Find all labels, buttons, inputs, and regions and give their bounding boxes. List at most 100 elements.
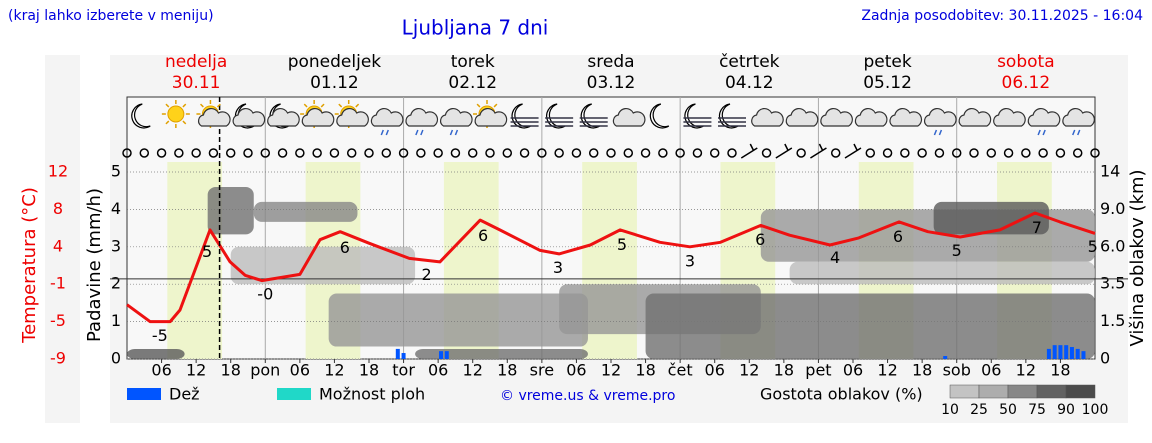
y-tick-label: 4: [111, 199, 121, 218]
fog: [510, 117, 539, 127]
moon: [649, 103, 670, 129]
weather-icon: [473, 100, 508, 128]
y-tick-label: 0: [111, 349, 121, 368]
moon: [131, 103, 151, 129]
density-tick-label: 90: [1057, 402, 1075, 418]
day-name: ponedeljek: [288, 52, 382, 72]
cloud: [267, 107, 300, 127]
density-title: Gostota oblakov (%): [760, 385, 923, 404]
legend-swatch: [277, 388, 311, 400]
weather-icon: [370, 107, 404, 136]
rain: [415, 129, 424, 136]
x-tick-label: pon: [250, 361, 280, 380]
wind-calm: [1090, 148, 1100, 158]
weather-icon: [300, 100, 335, 128]
day-date: 02.12: [448, 73, 497, 93]
temp-label: 4: [830, 248, 840, 267]
y2-tick-label: 9.0: [1100, 199, 1125, 218]
wind-calm: [934, 148, 945, 158]
weather-icon: [612, 107, 646, 127]
day-name: sreda: [587, 52, 634, 72]
day-date: 04.12: [725, 73, 774, 93]
rain-bar: [439, 351, 444, 359]
weather-icon: [683, 103, 712, 129]
wind-calm: [191, 148, 201, 158]
temp-label: 5: [952, 241, 962, 260]
sun-ray: [320, 103, 325, 108]
x-tick-label: sob: [943, 361, 971, 380]
sun-ray: [216, 103, 221, 108]
chart-title: Ljubljana 7 dni: [402, 16, 549, 40]
wind-calm: [225, 148, 236, 158]
rain-bar: [401, 353, 406, 359]
rain-bar: [1052, 345, 1057, 359]
x-tick-label: 06: [843, 361, 863, 380]
wind-calm: [882, 148, 893, 158]
rain-bar: [1075, 348, 1080, 359]
density-swatch: [1036, 384, 1067, 399]
wind-calm: [709, 148, 720, 158]
wind-calm: [450, 148, 461, 158]
x-tick-label: 12: [877, 361, 897, 380]
x-tick-label: 12: [1016, 361, 1036, 380]
temp-tick-label: -5: [50, 311, 66, 330]
rain-bar: [1069, 347, 1074, 359]
wind-calm: [364, 148, 374, 158]
rain-bar: [943, 356, 948, 359]
density-swatch: [949, 384, 980, 399]
day-date: 06.12: [1002, 73, 1051, 93]
wind-calm: [588, 148, 599, 158]
wind-calm: [139, 148, 150, 158]
weather-icon: [785, 107, 819, 127]
sun-ray: [338, 103, 343, 108]
weather-icon: [267, 103, 300, 129]
weather-icon: [1027, 107, 1061, 136]
wind-calm: [917, 148, 927, 158]
wind-calm: [312, 148, 322, 158]
rain: [449, 129, 459, 136]
wind-calm: [554, 148, 564, 158]
y-tick-label: 1: [111, 311, 121, 330]
sun-ray: [493, 103, 498, 108]
x-tick-label: 12: [186, 361, 206, 380]
fog: [579, 117, 608, 127]
sun-ray: [476, 103, 481, 108]
temp-tick-label: 12: [48, 162, 68, 181]
wind-calm: [537, 148, 547, 158]
x-tick-label: 18: [497, 361, 517, 380]
day-date: 05.12: [863, 73, 912, 93]
cloud: [474, 107, 508, 127]
cloud-block: [328, 293, 588, 347]
cloud: [785, 107, 819, 127]
cloud-block: [645, 293, 1095, 359]
cloud: [820, 107, 853, 127]
cloud-block: [933, 201, 1049, 235]
temp-label: 3: [685, 251, 695, 270]
x-tick-label: 18: [359, 361, 379, 380]
wind-calm: [433, 148, 443, 158]
x-tick-label: 12: [739, 361, 759, 380]
wind-calm: [796, 148, 806, 158]
wind-barb: [844, 143, 862, 159]
wind-calm: [485, 148, 495, 158]
x-tick-label: 18: [635, 361, 655, 380]
wind-calm: [675, 148, 685, 158]
wind-calm: [346, 148, 357, 158]
rain: [933, 129, 943, 136]
legend-swatch: [127, 388, 161, 400]
temp-tick-label: 8: [53, 199, 63, 218]
cloud-block: [415, 349, 588, 359]
wind-calm: [640, 148, 651, 158]
wind-calm: [986, 148, 997, 158]
rain: [380, 129, 389, 136]
wind-calm: [243, 148, 253, 158]
cloud-block: [253, 201, 358, 222]
cloud: [1062, 107, 1095, 127]
wind-calm: [606, 148, 616, 158]
note: (kraj lahko izberete v meniju): [8, 8, 214, 24]
fog: [718, 117, 746, 127]
sun-ray: [355, 103, 360, 108]
y2-tick-label: 1.5: [1100, 311, 1125, 330]
sun: [167, 105, 185, 123]
x-tick-label: 18: [221, 361, 241, 380]
